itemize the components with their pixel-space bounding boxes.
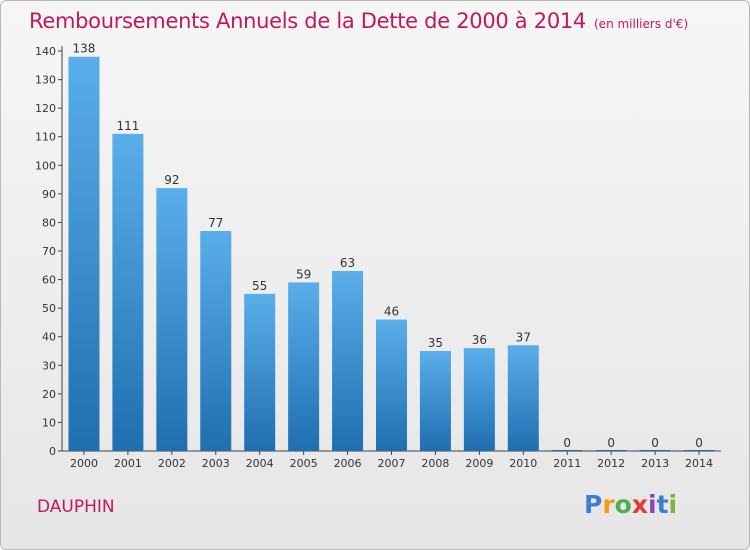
value-label-2000: 138 <box>73 42 96 56</box>
bar-2010 <box>507 345 539 451</box>
x-tick-label-2000: 2000 <box>70 457 98 470</box>
logo-letter: r <box>602 490 615 519</box>
value-label-2003: 77 <box>208 216 223 230</box>
y-tick-label: 10 <box>42 416 56 429</box>
chart-title-main: Remboursements Annuels de la Dette de 20… <box>29 9 586 33</box>
y-tick-label: 60 <box>42 274 56 287</box>
value-label-2004: 55 <box>252 279 267 293</box>
value-label-2009: 36 <box>472 333 487 347</box>
x-tick-label-2009: 2009 <box>465 457 493 470</box>
x-tick-label-2007: 2007 <box>378 457 406 470</box>
y-tick-label: 90 <box>42 188 56 201</box>
x-tick-label-2008: 2008 <box>421 457 449 470</box>
commune-name: DAUPHIN <box>37 497 115 517</box>
value-label-2014: 0 <box>695 436 703 450</box>
x-tick-label-2012: 2012 <box>597 457 625 470</box>
y-tick-label: 80 <box>42 216 56 229</box>
bar-2007 <box>376 319 407 451</box>
value-label-2001: 111 <box>116 119 139 133</box>
logo-letter: o <box>614 490 632 519</box>
bar-2004 <box>244 293 276 451</box>
y-tick-label: 120 <box>35 102 56 115</box>
value-label-2011: 0 <box>563 436 571 450</box>
y-tick-label: 20 <box>42 388 56 401</box>
x-tick-label-2014: 2014 <box>685 457 713 470</box>
y-tick-label: 140 <box>35 45 56 58</box>
bar-2012 <box>595 450 627 451</box>
value-label-2005: 59 <box>296 267 311 281</box>
bar-2008 <box>419 351 451 451</box>
logo-letter: t <box>656 490 669 519</box>
bar-2006 <box>332 271 364 451</box>
x-tick-label-2005: 2005 <box>290 457 318 470</box>
bar-2014 <box>683 450 715 451</box>
y-tick-label: 100 <box>35 159 56 172</box>
bar-2002 <box>156 188 188 451</box>
x-tick-label-2004: 2004 <box>246 457 274 470</box>
x-tick-label-2003: 2003 <box>202 457 230 470</box>
y-tick-label: 50 <box>42 302 56 315</box>
value-label-2012: 0 <box>607 436 615 450</box>
y-tick-label: 30 <box>42 359 56 372</box>
x-tick-label-2010: 2010 <box>509 457 537 470</box>
x-tick-label-2013: 2013 <box>641 457 669 470</box>
logo-letter: i <box>668 490 678 519</box>
y-tick-label: 130 <box>35 74 56 87</box>
chart-title-unit: (en milliers d'€) <box>594 17 689 31</box>
bar-2011 <box>551 450 583 451</box>
value-label-2008: 35 <box>428 336 443 350</box>
value-label-2010: 37 <box>516 330 531 344</box>
x-tick-label-2011: 2011 <box>553 457 581 470</box>
value-label-2007: 46 <box>384 305 399 319</box>
bar-2013 <box>639 450 671 451</box>
bar-2003 <box>200 231 232 451</box>
bar-2000 <box>68 56 100 451</box>
logo-letter: P <box>584 490 603 519</box>
y-tick-label: 40 <box>42 331 56 344</box>
value-label-2013: 0 <box>651 436 659 450</box>
proxiti-logo: Proxiti <box>584 490 677 519</box>
y-tick-label: 70 <box>42 245 56 258</box>
chart-title: Remboursements Annuels de la Dette de 20… <box>29 9 688 33</box>
bar-2005 <box>288 282 320 451</box>
x-tick-label-2006: 2006 <box>334 457 362 470</box>
logo-letter: x <box>631 490 648 519</box>
value-label-2002: 92 <box>164 173 179 187</box>
x-tick-label-2001: 2001 <box>114 457 142 470</box>
y-tick-label: 0 <box>49 445 56 458</box>
bar-2001 <box>112 133 144 451</box>
logo-letter: i <box>648 490 657 519</box>
bar-2009 <box>463 348 495 451</box>
value-label-2006: 63 <box>340 256 355 270</box>
x-tick-label-2002: 2002 <box>158 457 186 470</box>
y-tick-label: 110 <box>35 131 56 144</box>
